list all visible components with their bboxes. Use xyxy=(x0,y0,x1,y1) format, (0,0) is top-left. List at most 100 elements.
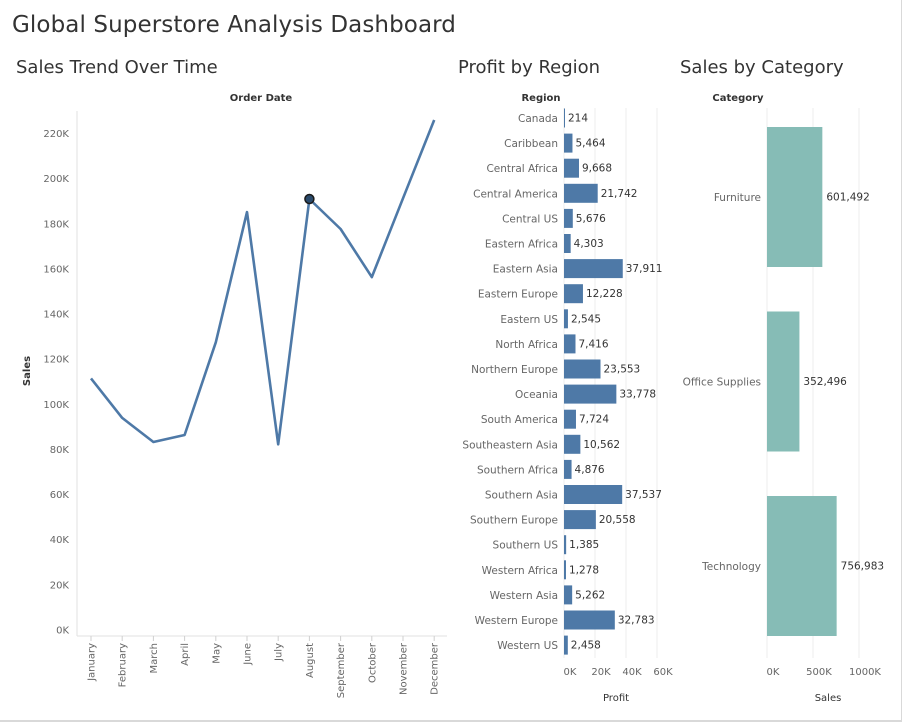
region-bar[interactable] xyxy=(564,434,581,454)
y-tick-label: 180K xyxy=(43,219,69,230)
region-value-label: 4,876 xyxy=(575,464,605,476)
region-value-label: 12,228 xyxy=(586,288,623,300)
region-label: Western Europe xyxy=(475,615,558,627)
category-x-axis-title: Sales xyxy=(815,693,842,704)
region-bar[interactable] xyxy=(564,409,576,429)
region-bar[interactable] xyxy=(564,560,566,580)
region-bar[interactable] xyxy=(564,535,567,555)
category-value-label: 352,496 xyxy=(803,376,847,388)
region-label: Central Africa xyxy=(486,163,558,175)
region-label: Western Asia xyxy=(490,590,558,602)
category-value-label: 601,492 xyxy=(826,192,869,204)
y-tick-label: 100K xyxy=(43,400,69,411)
region-bar[interactable] xyxy=(564,309,568,329)
region-bar[interactable] xyxy=(564,334,576,354)
region-row-header: Region xyxy=(521,93,560,104)
region-value-label: 5,676 xyxy=(576,213,606,225)
x-tick-label: 1000K xyxy=(849,667,881,678)
region-x-ticks: 0K 20K 40K 60K xyxy=(564,667,674,678)
sales-category-title: Sales by Category xyxy=(680,57,844,78)
trend-x-ticks: January February March April May June July Augu… xyxy=(87,636,441,698)
region-x-axis-title: Profit xyxy=(603,693,629,704)
region-bar[interactable] xyxy=(564,610,615,630)
region-bar[interactable] xyxy=(564,259,623,279)
region-value-label: 7,416 xyxy=(578,338,608,350)
region-label: Western US xyxy=(497,640,558,652)
region-value-label: 4,303 xyxy=(574,238,604,250)
region-label: Southern Asia xyxy=(485,490,558,502)
region-label: Central America xyxy=(473,188,558,200)
category-bar[interactable] xyxy=(767,496,837,636)
region-label: Northern Europe xyxy=(471,364,558,376)
region-bar[interactable] xyxy=(564,635,568,655)
region-bar[interactable] xyxy=(564,158,579,178)
region-value-label: 5,464 xyxy=(575,138,605,150)
x-tick-label: August xyxy=(305,643,316,678)
region-bars: Canada 214 Caribbean 5,464 Central Africa 9,6… xyxy=(462,108,663,655)
region-value-label: 2,458 xyxy=(571,640,601,652)
x-tick-label: 60K xyxy=(653,667,673,678)
region-label: Central US xyxy=(502,213,558,225)
x-tick-label: 20K xyxy=(591,667,611,678)
x-tick-label: October xyxy=(367,642,378,683)
sales-series-line[interactable] xyxy=(89,119,436,446)
category-bar[interactable] xyxy=(767,311,800,452)
x-tick-label: July xyxy=(274,643,285,662)
region-label: Caribbean xyxy=(504,138,558,150)
region-bar[interactable] xyxy=(564,183,598,203)
category-x-ticks: 0K 500K 1000K xyxy=(767,667,882,678)
region-bar[interactable] xyxy=(564,359,601,379)
y-tick-label: 120K xyxy=(43,355,69,366)
region-label: Southern Europe xyxy=(470,515,558,527)
region-bar[interactable] xyxy=(564,284,583,304)
region-value-label: 1,385 xyxy=(569,539,599,551)
x-tick-label: September xyxy=(336,642,347,698)
region-bar[interactable] xyxy=(564,108,565,128)
x-tick-label: April xyxy=(180,643,191,666)
x-tick-label: November xyxy=(399,642,410,695)
y-tick-label: 160K xyxy=(43,264,69,275)
region-label: Eastern Asia xyxy=(493,264,558,276)
sales-trend-chart: Order Date Sales 0K 20K 40K 60K 80K 100K 120K 1… xyxy=(22,93,447,698)
profit-region-title: Profit by Region xyxy=(458,57,601,78)
region-value-label: 7,724 xyxy=(579,414,609,426)
region-label: Southern Africa xyxy=(477,464,558,476)
region-label: Western Africa xyxy=(482,565,558,577)
region-value-label: 214 xyxy=(568,113,588,125)
region-bar[interactable] xyxy=(564,585,573,605)
category-value-label: 756,983 xyxy=(841,561,884,573)
region-bar[interactable] xyxy=(564,208,573,228)
x-tick-label: February xyxy=(118,643,129,687)
region-value-label: 9,668 xyxy=(582,163,612,175)
region-value-label: 2,545 xyxy=(571,313,601,325)
category-label: Office Supplies xyxy=(683,377,761,389)
category-bars: Furniture 601,492 Office Supplies 352,496 Te… xyxy=(683,127,884,636)
x-tick-label: June xyxy=(243,643,254,666)
y-tick-label: 40K xyxy=(50,535,70,546)
region-label: South America xyxy=(481,414,558,426)
region-bar[interactable] xyxy=(564,485,623,504)
highlighted-data-point[interactable] xyxy=(304,193,315,205)
y-tick-label: 220K xyxy=(43,129,69,140)
sales-category-chart: Category Furniture 601,492 Office Supplies… xyxy=(683,93,884,704)
region-value-label: 5,262 xyxy=(575,589,605,601)
trend-y-ticks: 0K 20K 40K 60K 80K 100K 120K 140K 160K 180K 200K 22… xyxy=(43,129,69,636)
region-label: Eastern US xyxy=(500,314,558,326)
x-tick-label: 500K xyxy=(806,667,832,678)
region-label: Eastern Africa xyxy=(485,239,558,251)
region-value-label: 23,553 xyxy=(604,364,641,376)
region-value-label: 21,742 xyxy=(601,188,638,200)
region-bar[interactable] xyxy=(564,459,572,479)
region-value-label: 10,562 xyxy=(583,439,620,451)
region-bar[interactable] xyxy=(564,133,573,153)
category-bar[interactable] xyxy=(767,127,823,267)
region-bar[interactable] xyxy=(564,234,571,253)
x-tick-label: January xyxy=(87,643,98,682)
region-label: Southern US xyxy=(493,540,559,552)
region-bar[interactable] xyxy=(564,510,596,530)
region-value-label: 32,783 xyxy=(618,615,655,627)
region-value-label: 20,558 xyxy=(599,514,636,526)
region-bar[interactable] xyxy=(564,384,617,404)
